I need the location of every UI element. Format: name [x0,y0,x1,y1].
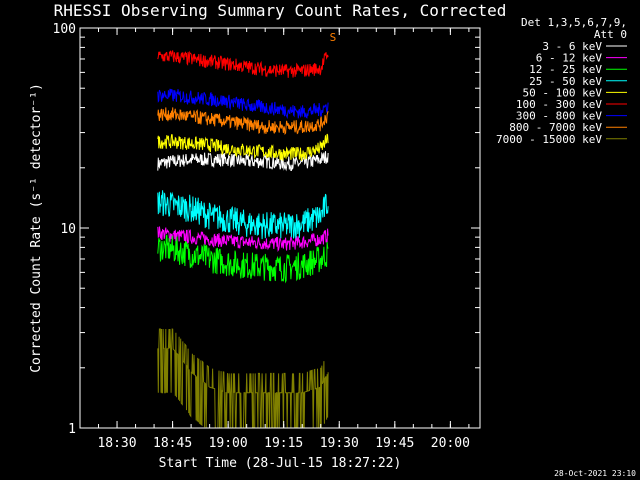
legend-entry-label: 3 - 6 keV [542,40,602,53]
legend-entry-label: 100 - 300 keV [516,98,602,111]
legend-entry-label: 12 - 25 keV [529,63,602,76]
chart-title: RHESSI Observing Summary Count Rates, Co… [54,1,507,20]
y-tick-label: 10 [60,222,76,237]
x-tick-label: 19:30 [320,436,359,451]
x-tick-label: 20:00 [431,436,470,451]
y-tick-label: 100 [53,22,76,37]
y-tick-label: 1 [68,422,76,437]
x-tick-label: 19:45 [375,436,414,451]
series-line [157,151,329,172]
x-tick-label: 18:45 [153,436,192,451]
series-line [157,328,329,429]
legend-entry-label: 300 - 800 keV [516,110,602,123]
render-timestamp: 28-Oct-2021 23:10 [554,469,636,478]
series-line [157,107,329,136]
data-lines [157,50,329,429]
legend-header-line-1: Det 1,3,5,6,7,9, [521,16,627,29]
legend-entry-label: 50 - 100 keV [523,86,603,99]
legend-entry-label: 6 - 12 keV [536,52,603,65]
series-line [157,234,329,284]
series-line [157,226,329,252]
y-axis-label: Corrected Count Rate (s⁻¹ detector⁻¹) [29,83,44,373]
x-axis: 18:30 18:45 19:00 19:15 19:30 19:45 20:00 [97,28,470,451]
x-tick-label: 18:30 [97,436,136,451]
legend-entry-label: 800 - 7000 keV [509,121,602,134]
y-axis: 1 10 100 [53,22,480,437]
legend-header-line-2: Att 0 [594,28,627,41]
series-line [157,133,329,161]
legend-entry-label: 7000 - 15000 keV [496,133,602,146]
x-axis-label: Start Time (28-Jul-15 18:27:22) [159,456,402,471]
series-line [157,88,329,120]
plot-frame [79,27,481,429]
annotation-s: S [330,31,337,44]
series-line [157,50,329,78]
legend-entry-label: 25 - 50 keV [529,75,602,88]
series-line [157,190,329,240]
x-tick-label: 19:00 [209,436,248,451]
x-tick-label: 19:15 [264,436,303,451]
